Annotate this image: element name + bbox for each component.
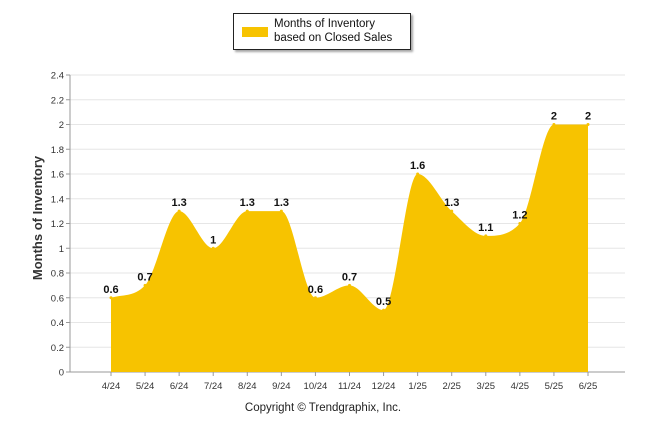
data-point [313,296,317,300]
data-label: 1.3 [240,197,255,209]
data-label: 1.3 [171,197,186,209]
x-tick-label: 11/24 [338,381,361,392]
y-tick-label: 1.6 [51,170,64,181]
copyright-text: Copyright © Trendgraphix, Inc. [244,402,402,414]
x-tick-label: 3/25 [477,381,496,392]
area-layer [111,124,588,372]
data-label: 1.3 [274,197,289,209]
data-point [518,222,522,225]
y-tick-label: 1.8 [51,145,64,156]
data-label: 1.2 [512,210,527,222]
data-label: 2 [585,111,591,123]
data-label: 1 [210,234,216,246]
x-tick-label: 10/24 [304,381,328,392]
data-point [586,123,590,126]
y-tick-label: 0.4 [51,318,64,329]
x-tick-label: 4/25 [511,381,530,392]
y-tick-label: 1 [59,244,64,255]
axis-layer: 0 0.2 0.4 0.6 0.8 1 1.2 1.4 1.6 1.8 2 2.2 2.4 4/24 5/2… [51,71,625,392]
data-point [484,234,488,238]
data-label: 1.3 [444,197,459,209]
y-tick-label: 0.8 [51,269,64,280]
legend-swatch [242,27,268,37]
x-tick-label: 5/25 [545,381,564,392]
data-label: 1.6 [410,160,425,172]
x-tick-label: 5/24 [136,381,155,392]
legend: Months of Inventory based on Closed Sale… [233,13,411,50]
legend-label: Months of Inventory based on Closed Sale… [274,18,393,44]
data-point [416,172,420,176]
data-point [382,308,386,312]
data-label: 0.5 [376,296,391,308]
data-label: 0.7 [137,271,152,283]
data-point [450,209,454,213]
y-tick-label: 2.4 [51,71,64,82]
data-label: 2 [551,111,557,123]
y-axis-title: Months of Inventory [30,155,45,280]
y-tick-label: 0.6 [51,293,64,304]
x-tick-label: 2/25 [442,381,461,392]
data-point [109,296,113,300]
x-tick-label: 1/25 [408,381,427,392]
data-point [552,123,556,126]
data-label: 0.6 [103,284,118,296]
y-tick-label: 2.2 [51,95,64,106]
data-label: 1.1 [478,222,493,234]
data-point [211,246,215,250]
x-tick-label: 8/24 [238,381,257,392]
data-point [348,283,351,287]
y-tick-label: 0 [59,368,64,379]
y-tick-label: 1.2 [51,219,64,230]
data-point [143,283,147,287]
data-label: 0.7 [342,271,357,283]
y-tick-label: 2 [59,120,64,131]
x-tick-label: 6/24 [170,381,189,392]
data-point [279,209,283,213]
area-series [111,124,588,372]
data-point [177,209,181,213]
x-tick-label: 7/24 [204,381,223,392]
y-tick-label: 1.4 [51,194,64,205]
label-layer: 0.6 0.7 1.3 1 1.3 1.3 0.6 0.7 0.5 1.6 1.3 1.1 1.2 2 2 [103,111,591,312]
x-tick-label: 4/24 [102,381,121,392]
y-tick-label: 0.2 [51,343,64,354]
data-label: 0.6 [308,284,323,296]
x-tick-label: 12/24 [372,381,396,392]
x-tick-label: 6/25 [579,381,598,392]
data-point [245,209,249,213]
x-tick-label: 9/24 [272,381,291,392]
